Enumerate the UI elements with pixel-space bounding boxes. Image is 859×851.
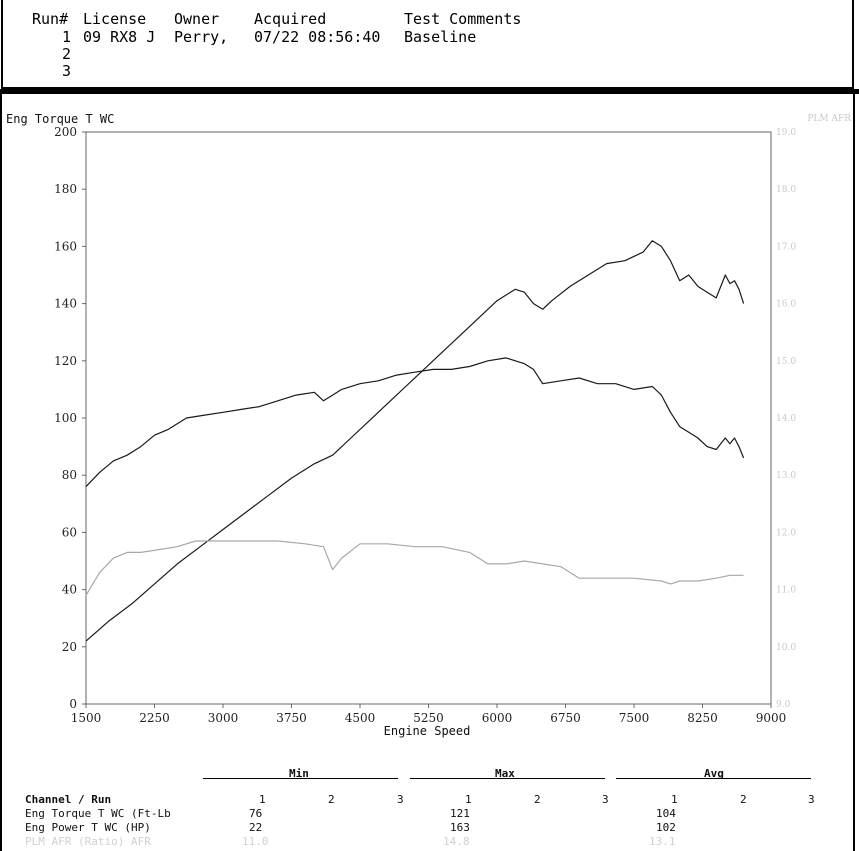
- row-max: 14.8: [443, 835, 470, 848]
- x-tick-label: 4500: [345, 711, 376, 725]
- chart-frame: [0, 94, 855, 851]
- avg-run-3: 3: [808, 793, 815, 806]
- row-avg: 13.1: [649, 835, 676, 848]
- run-number: 3: [62, 62, 72, 80]
- y2-tick-label: 17.0: [776, 242, 796, 252]
- y-tick-label: 160: [54, 239, 77, 253]
- y2-tick-label: 16.0: [776, 300, 796, 310]
- max-run-1: 1: [465, 793, 472, 806]
- col-license: License: [83, 10, 147, 28]
- x-tick-label: 7500: [619, 711, 650, 725]
- y2-tick-label: 11.0: [776, 586, 796, 596]
- run-acquired: 07/22 08:56:40: [254, 28, 381, 46]
- min-run-2: 2: [328, 793, 335, 806]
- y-tick-label: 120: [54, 354, 77, 368]
- y-tick-label: 200: [54, 125, 77, 139]
- y-tick-label: 20: [62, 640, 77, 654]
- group-min: Min: [289, 767, 309, 780]
- x-tick-label: 2250: [139, 711, 170, 725]
- channel-run-header: Channel / Run: [25, 793, 112, 806]
- run-comment: Baseline: [404, 28, 477, 46]
- y-tick-label: 0: [69, 697, 77, 711]
- x-axis-label: Engine Speed: [384, 724, 471, 738]
- y-tick-label: 180: [54, 182, 77, 196]
- y-tick-label: 60: [62, 525, 77, 539]
- y-tick-label: 100: [54, 411, 77, 425]
- run-license: 09 RX8 J: [83, 28, 156, 46]
- y2-tick-label: 14.0: [776, 414, 796, 424]
- row-min: 22: [249, 821, 263, 834]
- y-tick-label: 140: [54, 297, 77, 311]
- max-rule: [410, 778, 605, 779]
- series-line-plm-afr: [85, 540, 744, 596]
- run-number: 1: [62, 28, 72, 46]
- row-max: 163: [450, 821, 470, 834]
- row-max: 121: [450, 807, 470, 820]
- x-tick-label: 9000: [756, 711, 787, 725]
- y-tick-label: 80: [62, 468, 77, 482]
- y-tick-label: 40: [62, 583, 77, 597]
- min-rule: [203, 778, 398, 779]
- y2-tick-label: 9.0: [776, 700, 791, 710]
- row-min: 76: [249, 807, 263, 820]
- row-label: PLM AFR (Ratio) AFR: [25, 835, 151, 848]
- run-header: Run# License Owner Acquired Test Comment…: [1, 0, 854, 89]
- run-number: 2: [62, 45, 72, 63]
- row-label: Eng Torque T WC (Ft-Lb: [25, 807, 171, 820]
- x-tick-label: 3000: [208, 711, 239, 725]
- group-max: Max: [495, 767, 515, 780]
- x-tick-label: 6750: [550, 711, 581, 725]
- y2-tick-label: 13.0: [776, 471, 796, 481]
- col-acquired: Acquired: [254, 10, 327, 28]
- y2-tick-label: 10.0: [776, 643, 796, 653]
- y2-axis-label: PLM AFR: [807, 114, 851, 124]
- min-run-3: 3: [397, 793, 404, 806]
- avg-rule: [616, 778, 811, 779]
- row-min: 11.0: [242, 835, 269, 848]
- row-avg: 102: [656, 821, 676, 834]
- x-tick-label: 3750: [276, 711, 307, 725]
- x-tick-label: 5250: [413, 711, 444, 725]
- run-owner: Perry,: [174, 28, 229, 46]
- row-avg: 104: [656, 807, 676, 820]
- col-run: Run#: [32, 10, 69, 28]
- min-run-1: 1: [259, 793, 266, 806]
- x-tick-label: 6000: [482, 711, 513, 725]
- group-avg: Avg: [704, 767, 724, 780]
- max-run-2: 2: [534, 793, 541, 806]
- y2-tick-label: 15.0: [776, 357, 796, 367]
- max-run-3: 3: [602, 793, 609, 806]
- col-owner: Owner: [174, 10, 220, 28]
- header-divider: [0, 89, 859, 94]
- avg-run-1: 1: [671, 793, 678, 806]
- avg-run-2: 2: [740, 793, 747, 806]
- row-label: Eng Power T WC (HP): [25, 821, 151, 834]
- series-line-eng-power-t-wc: [85, 240, 745, 642]
- y2-tick-label: 19.0: [776, 128, 796, 138]
- y-axis-label: Eng Torque T WC: [6, 112, 114, 126]
- x-tick-label: 8250: [687, 711, 718, 725]
- y2-tick-label: 12.0: [776, 528, 796, 538]
- col-comments: Test Comments: [404, 10, 522, 28]
- x-tick-label: 1500: [71, 711, 102, 725]
- y2-tick-label: 18.0: [776, 185, 796, 195]
- series-line-eng-torque-t-wc: [85, 357, 745, 488]
